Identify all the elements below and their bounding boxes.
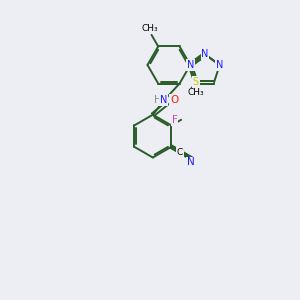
Text: N: N [201, 49, 209, 59]
Text: O: O [170, 95, 178, 105]
Text: CH₃: CH₃ [142, 24, 158, 33]
Text: S: S [193, 77, 199, 87]
Text: N: N [187, 60, 194, 70]
Text: N: N [216, 60, 224, 70]
Text: H: H [154, 95, 162, 105]
Text: N: N [187, 158, 195, 167]
Text: N: N [160, 95, 167, 105]
Text: N: N [201, 49, 209, 59]
Text: CH₃: CH₃ [187, 88, 204, 97]
Text: F: F [172, 115, 178, 125]
Text: C: C [177, 148, 183, 157]
